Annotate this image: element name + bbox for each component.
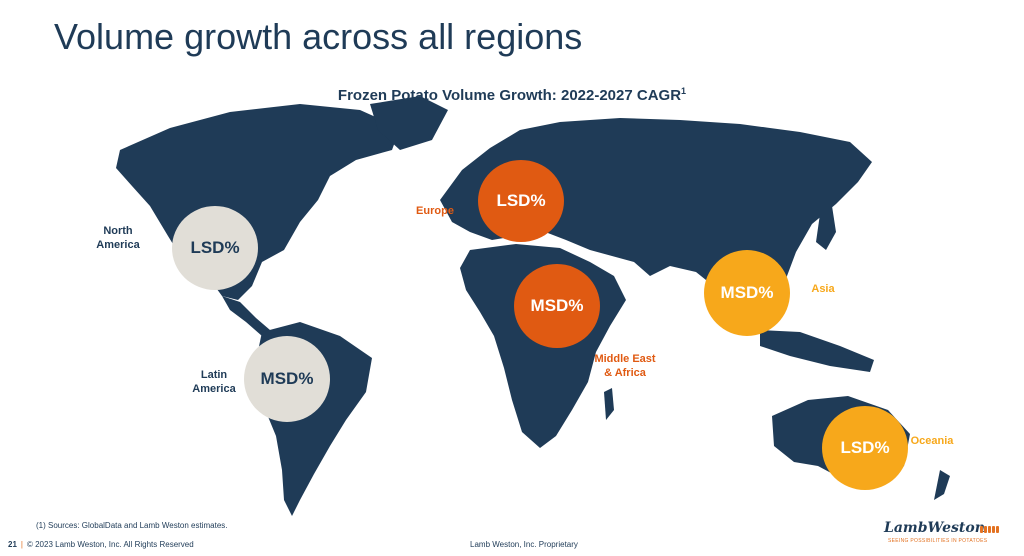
latin-america-label: Latin America: [192, 369, 236, 395]
asia-bubble: MSD%: [704, 250, 790, 336]
latin-america-value: MSD%: [260, 369, 314, 388]
europe-bubble: LSD%: [478, 160, 564, 242]
north-america-value: LSD%: [190, 238, 240, 257]
asia-label: Asia: [811, 283, 835, 295]
oceania-bubble: LSD%: [822, 406, 908, 490]
logo-tagline: SEEING POSSIBILITIES IN POTATOES: [888, 538, 988, 544]
logo-fries-icon: [980, 526, 999, 533]
middle-east-africa-bubble: MSD%: [514, 264, 600, 348]
logo-wordmark: LambWeston: [884, 520, 985, 536]
slide-title: Volume growth across all regions: [54, 16, 583, 57]
lamb-weston-logo: LambWeston SEEING POSSIBILITIES IN POTAT…: [876, 520, 1016, 550]
oceania-value: LSD%: [840, 438, 890, 457]
middle-east-africa-label: Middle East & Africa: [594, 353, 656, 379]
footer-separator: |: [20, 540, 23, 549]
middle-east-africa-value: MSD%: [530, 296, 584, 315]
north-america-bubble: LSD%: [172, 206, 258, 290]
footer-copyright: 21 | © 2023 Lamb Weston, Inc. All Rights R…: [8, 540, 194, 549]
asia-value: MSD%: [720, 283, 774, 302]
proprietary-notice: Lamb Weston, Inc. Proprietary: [470, 540, 578, 549]
europe-label: Europe: [416, 205, 454, 217]
page-number: 21: [8, 540, 17, 549]
latin-america-bubble: MSD%: [244, 336, 330, 422]
north-america-label: North America: [96, 225, 140, 251]
source-footnote: (1) Sources: GlobalData and Lamb Weston …: [36, 521, 228, 530]
subtitle-footnote-marker: 1: [681, 86, 687, 96]
oceania-label: Oceania: [910, 435, 954, 447]
europe-value: LSD%: [496, 191, 546, 210]
copyright-text: © 2023 Lamb Weston, Inc. All Rights Rese…: [26, 540, 194, 549]
